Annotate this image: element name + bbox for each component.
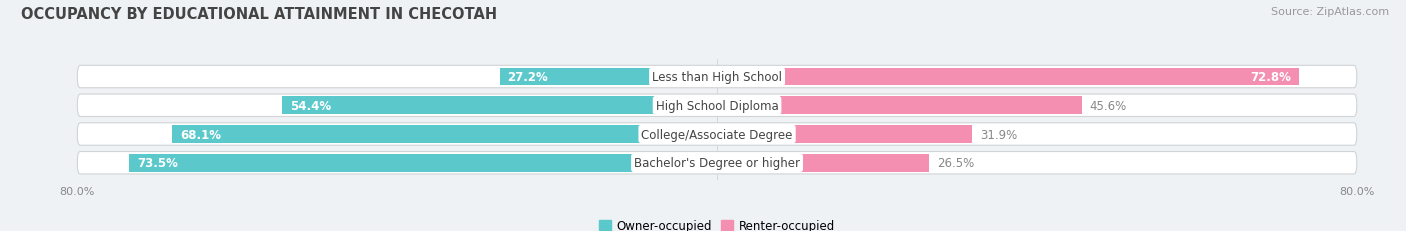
Text: Source: ZipAtlas.com: Source: ZipAtlas.com (1271, 7, 1389, 17)
Text: 31.9%: 31.9% (980, 128, 1018, 141)
Text: 72.8%: 72.8% (1250, 71, 1291, 84)
FancyBboxPatch shape (77, 152, 1357, 174)
Text: Bachelor's Degree or higher: Bachelor's Degree or higher (634, 157, 800, 170)
Bar (717, 68, 1299, 86)
Text: 54.4%: 54.4% (290, 99, 332, 112)
Text: 68.1%: 68.1% (180, 128, 222, 141)
FancyBboxPatch shape (77, 95, 1357, 117)
Bar (129, 154, 717, 172)
Bar (717, 97, 1081, 115)
Text: 26.5%: 26.5% (936, 157, 974, 170)
Text: College/Associate Degree: College/Associate Degree (641, 128, 793, 141)
Text: OCCUPANCY BY EDUCATIONAL ATTAINMENT IN CHECOTAH: OCCUPANCY BY EDUCATIONAL ATTAINMENT IN C… (21, 7, 498, 22)
Bar (717, 126, 972, 143)
Text: High School Diploma: High School Diploma (655, 99, 779, 112)
Legend: Owner-occupied, Renter-occupied: Owner-occupied, Renter-occupied (593, 214, 841, 231)
Text: 27.2%: 27.2% (508, 71, 548, 84)
Bar (283, 97, 717, 115)
Text: 45.6%: 45.6% (1090, 99, 1128, 112)
Text: Less than High School: Less than High School (652, 71, 782, 84)
Text: 73.5%: 73.5% (138, 157, 179, 170)
Bar (173, 126, 717, 143)
Bar (499, 68, 717, 86)
Bar (717, 154, 929, 172)
FancyBboxPatch shape (77, 123, 1357, 146)
FancyBboxPatch shape (77, 66, 1357, 88)
